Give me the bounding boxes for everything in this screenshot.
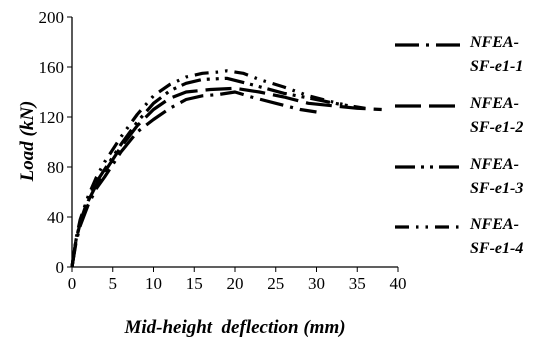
legend-label-1: SF-e1-1 xyxy=(470,58,523,75)
tick-labels: 0 5 10 15 20 25 30 35 40 0 40 80 120 160 200 xyxy=(39,8,407,293)
x-tick-label: 35 xyxy=(349,274,366,293)
x-tick-label: 40 xyxy=(390,274,407,293)
legend-label-1: NFEA- xyxy=(469,34,519,51)
x-tick-label: 10 xyxy=(145,274,162,293)
legend-label-4: SF-e1-4 xyxy=(470,240,523,257)
x-axis-label: Mid-height deflection (mm) xyxy=(123,317,345,338)
axes xyxy=(67,16,399,272)
legend-label-3: SF-e1-3 xyxy=(470,180,523,197)
series-line-2 xyxy=(70,86,382,268)
y-axis-label: Load (kN) xyxy=(17,101,38,183)
legend: NFEA- SF-e1-1 NFEA- SF-e1-2 NFEA- SF-e1-3 NFEA… xyxy=(395,34,523,257)
legend-label-2: SF-e1-2 xyxy=(470,119,523,136)
legend-label-4: NFEA- xyxy=(469,216,519,233)
y-tick-label: 40 xyxy=(47,208,64,227)
series-line-1 xyxy=(70,90,317,268)
legend-label-3: NFEA- xyxy=(469,156,519,173)
series-lines xyxy=(70,69,382,268)
legend-label-2: NFEA- xyxy=(469,95,519,112)
y-tick-label: 0 xyxy=(56,258,65,277)
x-tick-label: 0 xyxy=(68,274,77,293)
x-tick-label: 20 xyxy=(227,274,244,293)
x-tick-label: 30 xyxy=(308,274,325,293)
x-tick-label: 5 xyxy=(109,274,118,293)
x-tick-label: 15 xyxy=(186,274,203,293)
y-tick-label: 160 xyxy=(39,58,65,77)
y-tick-label: 80 xyxy=(47,158,64,177)
y-tick-label: 200 xyxy=(39,8,65,27)
series-line-3 xyxy=(70,76,366,268)
x-tick-label: 25 xyxy=(267,274,284,293)
series-line-4 xyxy=(70,69,350,268)
y-tick-label: 120 xyxy=(39,108,65,127)
